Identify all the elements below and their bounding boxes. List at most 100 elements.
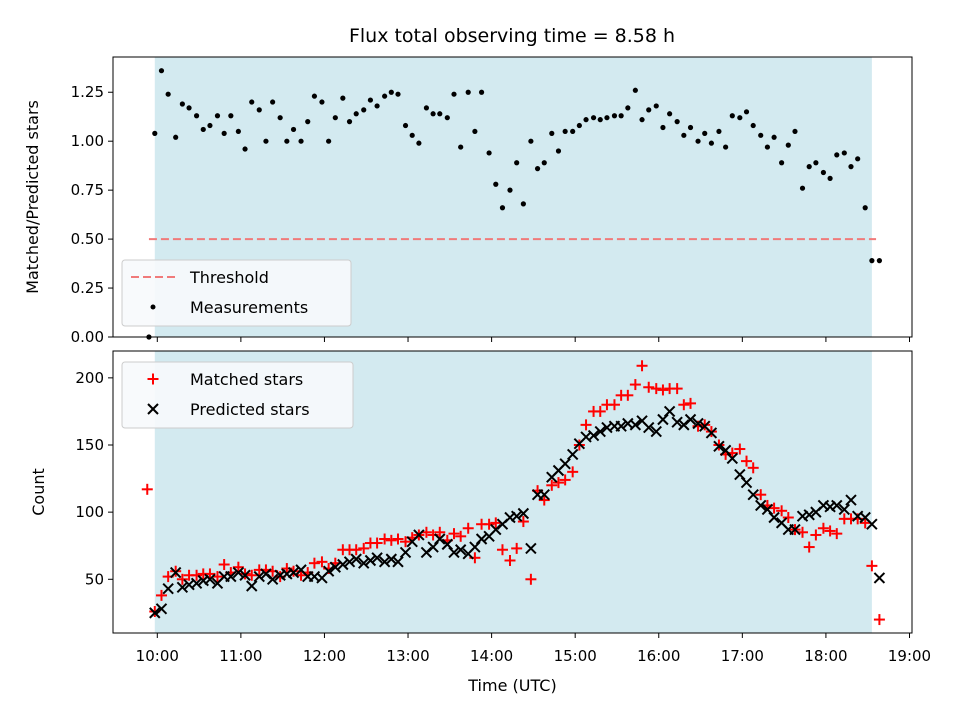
measurement-point <box>639 117 645 123</box>
y-tick-label: 200 <box>75 369 104 387</box>
matched-point <box>643 381 655 393</box>
measurement-point <box>290 126 297 133</box>
predicted-point <box>517 507 530 520</box>
predicted-point <box>190 577 203 590</box>
measurement-point <box>604 115 610 121</box>
legend-plus-mark <box>147 373 159 385</box>
top-y-ticks: 0.00 0.25 0.50 0.75 1.00 1.25 <box>71 83 113 346</box>
matched-point <box>636 360 648 372</box>
matched-point <box>810 529 822 541</box>
predicted-point <box>538 488 550 501</box>
bottom-legend-box <box>121 361 354 429</box>
matched-point <box>580 419 592 431</box>
measurement-point <box>207 122 213 129</box>
measurement-point <box>549 130 555 136</box>
measurement-point <box>667 111 673 117</box>
measurement-point <box>862 205 868 211</box>
x-tick-label: 14:00 <box>470 647 513 665</box>
matched-point <box>768 502 780 514</box>
measurement-point <box>681 132 687 138</box>
predicted-point <box>337 558 349 571</box>
measurement-point <box>444 115 450 121</box>
y-tick-label: 100 <box>75 503 104 521</box>
top-y-axis-label: Matched/Predicted stars <box>23 100 42 294</box>
matched-point <box>371 537 383 549</box>
matched-point <box>462 522 474 534</box>
x-tick-label: 17:00 <box>721 647 764 665</box>
x-axis-label: Time (UTC) <box>467 676 556 695</box>
measurement-point <box>834 152 840 158</box>
predicted-point <box>475 533 488 545</box>
measurement-point <box>687 124 694 131</box>
predicted-point <box>364 554 377 567</box>
measurement-point <box>200 126 206 133</box>
measurement-point <box>528 138 534 144</box>
measurement-point <box>416 140 422 146</box>
predicted-point <box>525 542 537 555</box>
matched-point <box>831 528 843 540</box>
predicted-point <box>789 523 801 536</box>
measurement-point <box>541 160 547 166</box>
measurement-point <box>173 134 179 140</box>
x-tick-label: 16:00 <box>637 647 680 665</box>
measurement-point <box>750 122 756 129</box>
measurement-point <box>367 97 374 103</box>
matched-point <box>483 518 495 530</box>
predicted-point <box>740 476 753 489</box>
predicted-point <box>510 510 523 522</box>
measurement-point <box>827 175 833 181</box>
measurement-point <box>340 95 346 101</box>
measurement-point <box>855 156 861 162</box>
predicted-point <box>650 425 662 438</box>
chart-title: Flux total observing time = 8.58 h <box>349 25 675 47</box>
measurement-point <box>311 93 318 99</box>
legend-matched-swatch <box>147 373 159 385</box>
measurement-point <box>374 103 380 109</box>
bottom-y-ticks: 50 100 150 200 <box>75 369 113 588</box>
measurement-point <box>152 130 158 136</box>
matched-point <box>552 477 564 489</box>
predicted-point <box>358 557 370 569</box>
predicted-point <box>253 570 265 583</box>
predicted-point <box>629 419 642 431</box>
y-tick-label: 1.25 <box>71 83 104 101</box>
matched-point <box>246 569 258 581</box>
predicted-point <box>663 405 676 418</box>
measurement-point <box>507 187 513 193</box>
measurement-point <box>716 128 722 135</box>
top-x-ticks <box>156 337 910 342</box>
matched-point <box>678 399 690 411</box>
measurement-point <box>758 132 764 138</box>
measurement-point <box>465 89 471 95</box>
predicted-point <box>559 458 571 470</box>
measurement-point <box>625 105 631 111</box>
top-axes-frame <box>112 56 913 338</box>
matched-point <box>358 542 370 554</box>
matched-point <box>685 397 697 409</box>
measurement-point <box>346 119 353 125</box>
matched-point <box>232 561 244 573</box>
matched-point <box>859 517 871 529</box>
matched-point <box>755 489 767 501</box>
predicted-point <box>713 440 725 453</box>
predicted-point <box>755 499 767 512</box>
measurement-point <box>402 122 409 129</box>
predicted-point <box>287 566 300 579</box>
y-tick-label: 1.00 <box>71 132 104 150</box>
x-tick-label: 19:00 <box>888 647 931 665</box>
matched-point <box>350 544 362 556</box>
x-tick-label: 10:00 <box>136 647 179 665</box>
legend-x-mark <box>147 403 159 415</box>
matched-point <box>538 494 550 506</box>
measurement-point <box>305 119 311 125</box>
predicted-point <box>329 561 342 573</box>
predicted-point <box>831 499 843 512</box>
predicted-point <box>149 607 161 619</box>
measurement-point <box>486 150 492 156</box>
measurement-points <box>146 68 883 340</box>
matched-point <box>141 483 153 495</box>
matched-point <box>747 462 759 474</box>
measurement-point <box>478 89 485 95</box>
measurement-point <box>319 99 325 105</box>
matched-point <box>392 533 404 545</box>
